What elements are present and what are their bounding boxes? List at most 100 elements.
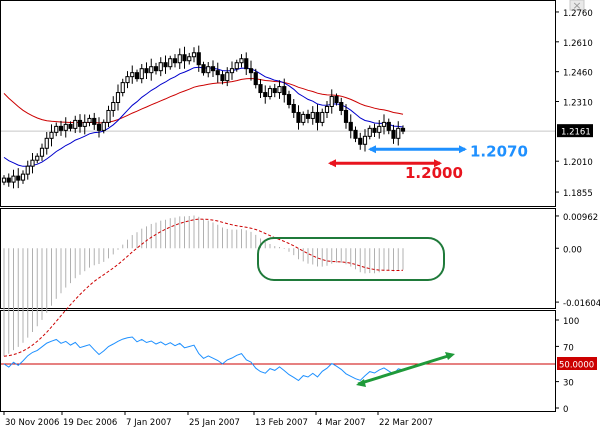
candle bbox=[120, 78, 125, 97]
macd-signal-line bbox=[3, 218, 404, 357]
rsi-level-box bbox=[557, 357, 597, 370]
candle bbox=[125, 71, 130, 89]
candle bbox=[101, 119, 106, 134]
candle bbox=[182, 46, 187, 69]
price-tick-label: 1.2760 bbox=[563, 9, 593, 19]
candle bbox=[168, 55, 173, 70]
rsi-line bbox=[3, 336, 404, 382]
candle bbox=[362, 129, 368, 152]
candle bbox=[139, 64, 144, 84]
rsi-tick-label: 0 bbox=[563, 405, 568, 415]
candle bbox=[296, 105, 301, 130]
candle-body bbox=[277, 86, 282, 94]
candle-body bbox=[82, 121, 87, 127]
candle-body bbox=[320, 111, 325, 123]
candle-body bbox=[367, 127, 372, 137]
candle-body bbox=[168, 58, 173, 68]
candle-body bbox=[87, 117, 92, 123]
candle bbox=[253, 68, 258, 89]
candle bbox=[30, 153, 35, 174]
candle-body bbox=[310, 111, 315, 119]
candle bbox=[263, 85, 268, 104]
candle-body bbox=[39, 147, 45, 157]
candle bbox=[334, 93, 339, 106]
price-panel[interactable] bbox=[0, 0, 556, 207]
candle-body bbox=[163, 62, 168, 68]
time-tick-label: 22 Mar 2007 bbox=[379, 418, 433, 428]
candle bbox=[134, 69, 140, 82]
candle bbox=[248, 60, 254, 81]
candle bbox=[177, 48, 182, 70]
candle bbox=[358, 132, 363, 150]
candle bbox=[310, 106, 315, 125]
candle bbox=[20, 170, 26, 184]
candle-body bbox=[329, 96, 334, 107]
candle-body bbox=[343, 109, 349, 123]
candle-body bbox=[353, 129, 358, 139]
candle-body bbox=[267, 88, 273, 98]
time-tick-label: 30 Nov 2006 bbox=[5, 418, 59, 428]
candle bbox=[77, 114, 83, 133]
current-price-marker: 1.2161 bbox=[557, 124, 593, 138]
candle bbox=[158, 57, 163, 77]
candle-body bbox=[182, 54, 187, 62]
candle bbox=[367, 125, 372, 140]
candle bbox=[258, 79, 263, 99]
candle-body bbox=[210, 66, 216, 72]
candle-body bbox=[334, 96, 339, 104]
candle bbox=[115, 84, 121, 111]
candle-body bbox=[6, 177, 11, 183]
candle bbox=[329, 89, 334, 114]
candle-body bbox=[1, 177, 7, 183]
candle-body bbox=[54, 125, 59, 133]
rsi-panel[interactable] bbox=[0, 310, 556, 412]
candle bbox=[267, 85, 273, 100]
candle-body bbox=[396, 127, 401, 139]
candle-body bbox=[16, 175, 21, 181]
price-tick-label: 1.2610 bbox=[563, 39, 593, 49]
candle bbox=[172, 54, 178, 68]
candle bbox=[6, 173, 11, 187]
macd-signal-layer bbox=[3, 218, 404, 357]
candle-body bbox=[92, 117, 97, 125]
candle-body bbox=[130, 72, 135, 78]
candle bbox=[386, 118, 391, 135]
candle-body bbox=[111, 102, 116, 111]
close-button[interactable]: × bbox=[569, 0, 585, 12]
candle-body bbox=[258, 84, 263, 94]
candle bbox=[210, 60, 216, 77]
price-annotations: 1.2070 1.2000 bbox=[328, 142, 528, 182]
candle bbox=[54, 122, 59, 137]
macd-panel[interactable] bbox=[0, 208, 556, 309]
candle-body bbox=[73, 119, 78, 129]
candle bbox=[187, 52, 192, 65]
candle bbox=[25, 160, 30, 180]
time-axis: 30 Nov 2006 19 Dec 2006 7 Jan 2007 25 Jan 2… bbox=[3, 411, 433, 428]
candle-body bbox=[286, 94, 292, 105]
candle-body bbox=[239, 58, 244, 64]
candle-body bbox=[139, 68, 144, 80]
rsi-axis: 100 70 30 0 bbox=[555, 317, 579, 415]
candle-body bbox=[220, 74, 225, 82]
candle-body bbox=[272, 88, 277, 94]
candle bbox=[320, 108, 325, 127]
candle-body bbox=[63, 123, 68, 131]
candle bbox=[63, 117, 68, 138]
candle bbox=[16, 168, 21, 189]
candle bbox=[291, 99, 296, 118]
candle bbox=[282, 78, 287, 103]
candle-body bbox=[144, 68, 149, 74]
candle-body bbox=[358, 137, 363, 145]
rsi-level-50: 50.0000 bbox=[1, 357, 597, 371]
candle bbox=[353, 126, 358, 143]
candle bbox=[106, 105, 111, 128]
candle-body bbox=[339, 102, 344, 111]
candle-body bbox=[25, 165, 30, 175]
candle bbox=[244, 52, 249, 76]
candle-body bbox=[35, 155, 40, 161]
rsi-tick-label: 30 bbox=[563, 379, 574, 389]
candle bbox=[144, 62, 149, 79]
rsi-trendline-arrow-end bbox=[445, 352, 455, 360]
